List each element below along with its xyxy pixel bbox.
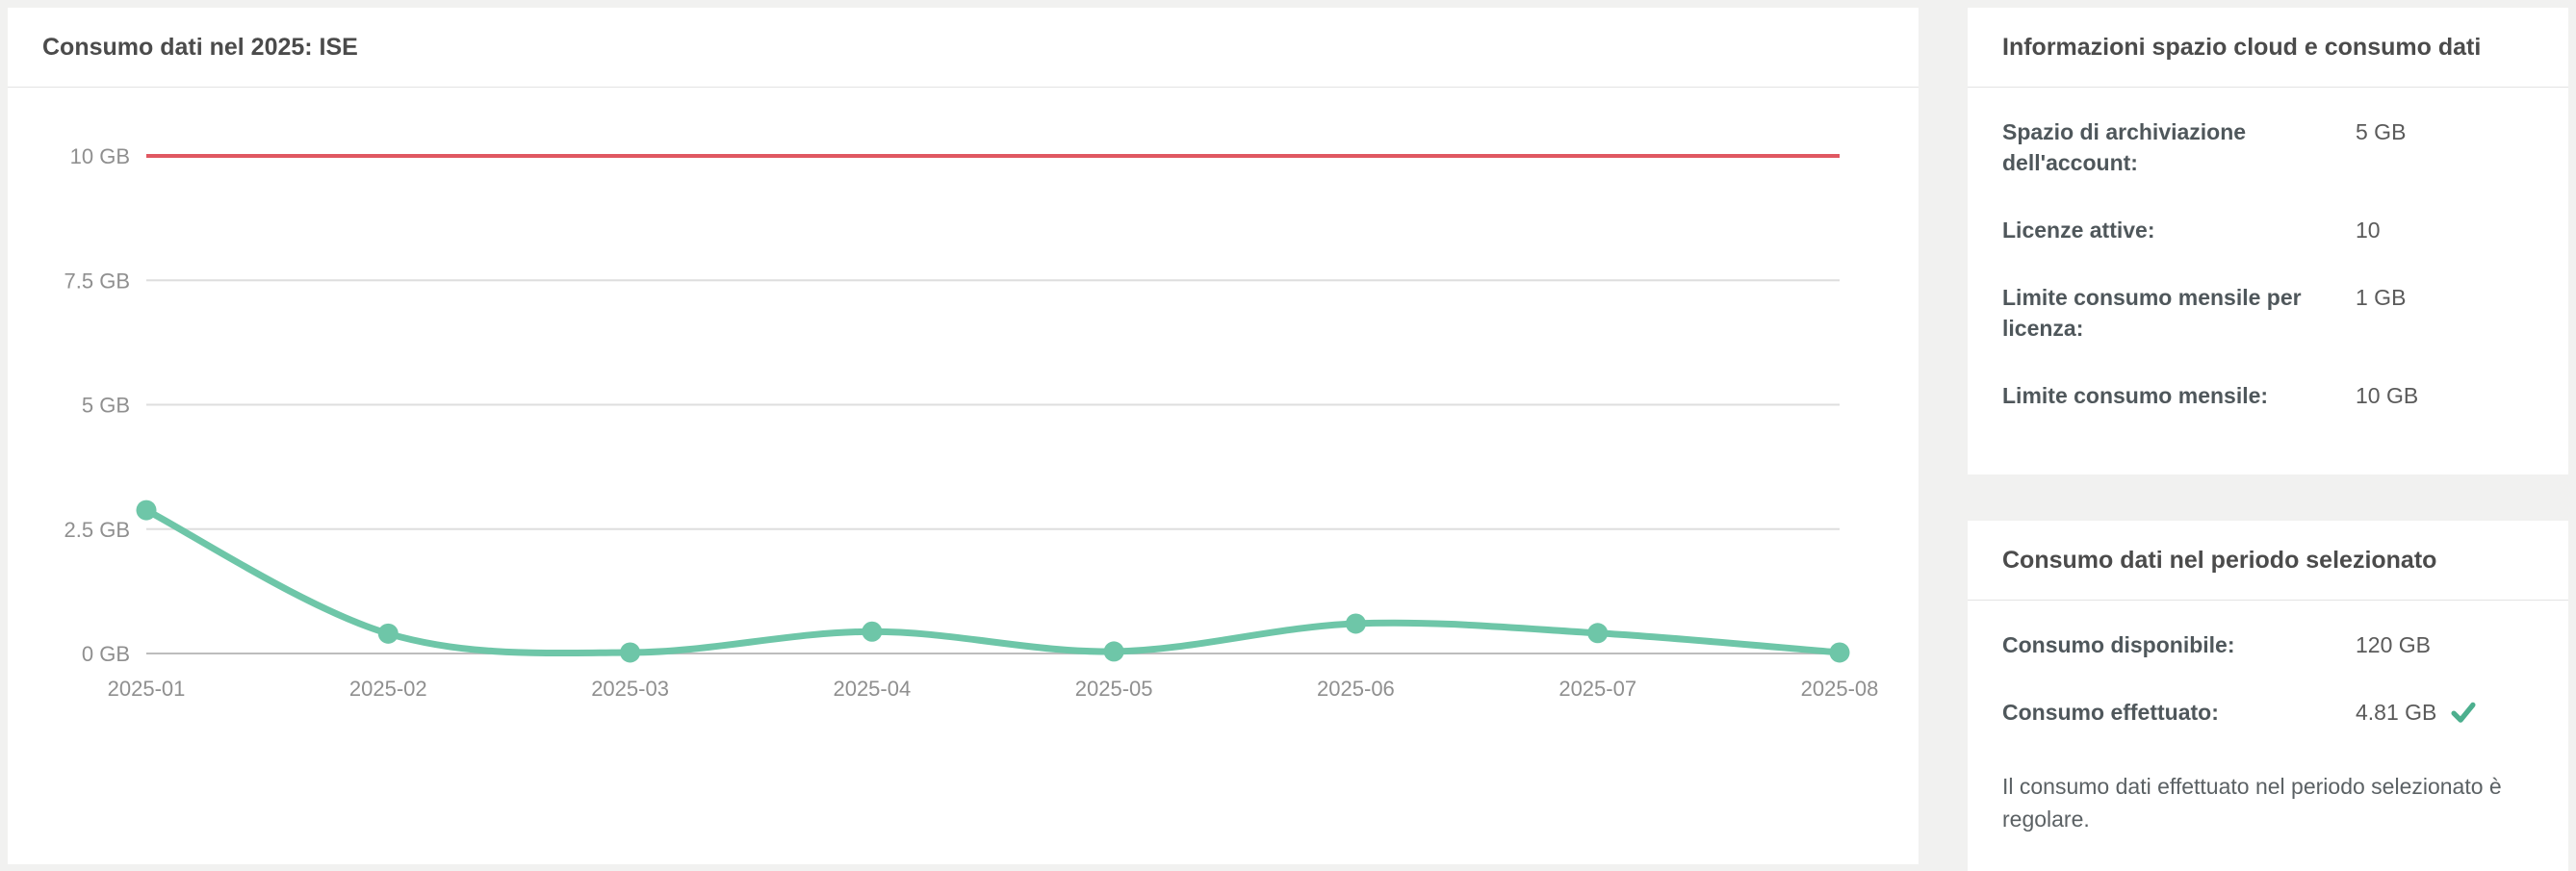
y-axis-tick-label: 10 GB — [70, 144, 130, 168]
row-value: 5 GB — [2356, 119, 2407, 144]
cloud-info-rows: Spazio di archiviazione dell'account: 5 G… — [1968, 88, 2568, 411]
info-row: Consumo disponibile: 120 GB — [2002, 629, 2534, 660]
row-label: Limite consumo mensile: — [2002, 383, 2269, 408]
row-value: 4.81 GB — [2356, 697, 2534, 728]
info-row: Consumo effettuato: 4.81 GB — [2002, 697, 2534, 728]
sidebar-info-column: Informazioni spazio cloud e consumo dati… — [1968, 8, 2568, 871]
x-axis-tick-label: 2025-02 — [349, 677, 427, 701]
y-axis-tick-label: 5 GB — [82, 394, 130, 418]
data-point — [1103, 641, 1124, 662]
period-consumption-title: Consumo dati nel periodo selezionato — [1968, 521, 2568, 601]
data-point — [136, 500, 157, 521]
row-value: 120 GB — [2356, 632, 2431, 657]
data-point — [1587, 623, 1609, 644]
row-label: Spazio di archiviazione dell'account: — [2002, 119, 2247, 175]
x-axis-tick-label: 2025-01 — [108, 677, 186, 701]
x-axis-tick-label: 2025-04 — [833, 677, 911, 701]
period-consumption-rows: Consumo disponibile: 120 GB Consumo effett… — [2002, 629, 2534, 728]
x-axis-tick-label: 2025-03 — [591, 677, 669, 701]
period-consumption-panel: Consumo dati nel periodo selezionato Con… — [1968, 521, 2568, 871]
consumption-line-chart: 0 GB 2.5 GB 5 GB 7.5 GB 10 GB 2025-01 2025-02 2… — [64, 144, 1879, 701]
row-label: Consumo disponibile: — [2002, 632, 2235, 657]
row-label: Consumo effettuato: — [2002, 700, 2219, 725]
x-axis-tick-label: 2025-08 — [1801, 677, 1879, 701]
info-row: Spazio di archiviazione dell'account: 5 G… — [2002, 116, 2534, 178]
y-axis-tick-label: 2.5 GB — [64, 518, 130, 542]
data-point — [1345, 613, 1366, 634]
y-axis-tick-label: 0 GB — [82, 642, 130, 666]
data-point — [862, 621, 883, 642]
cloud-info-panel: Informazioni spazio cloud e consumo dati… — [1968, 8, 2568, 474]
cloud-info-title: Informazioni spazio cloud e consumo dati — [1968, 8, 2568, 88]
info-row: Licenze attive: 10 — [2002, 215, 2534, 245]
chart-panel: Consumo dati nel 2025: ISE 0 GB 2.5 GB 5 G… — [8, 8, 1919, 864]
data-point — [1829, 642, 1850, 663]
row-value: 10 — [2356, 218, 2381, 243]
x-axis-tick-label: 2025-07 — [1558, 677, 1636, 701]
chart-title: Consumo dati nel 2025: ISE — [8, 8, 1919, 88]
info-row: Limite consumo mensile: 10 GB — [2002, 380, 2534, 411]
data-point — [620, 642, 641, 663]
row-value: 1 GB — [2356, 285, 2407, 310]
chart-plot-area: 0 GB 2.5 GB 5 GB 7.5 GB 10 GB 2025-01 2025-02 2… — [8, 88, 1919, 865]
row-value: 10 GB — [2356, 383, 2419, 408]
x-axis-tick-label: 2025-06 — [1317, 677, 1395, 701]
data-point — [377, 623, 399, 644]
series-line — [142, 506, 1843, 657]
check-icon — [2451, 702, 2476, 723]
row-label: Limite consumo mensile per licenza: — [2002, 285, 2302, 341]
y-axis-tick-label: 7.5 GB — [64, 269, 130, 293]
info-row: Limite consumo mensile per licenza: 1 GB — [2002, 282, 2534, 344]
row-label: Licenze attive: — [2002, 218, 2155, 243]
consumption-note: Il consumo dati effettuato nel periodo s… — [2002, 774, 2502, 832]
x-axis-tick-label: 2025-05 — [1075, 677, 1153, 701]
